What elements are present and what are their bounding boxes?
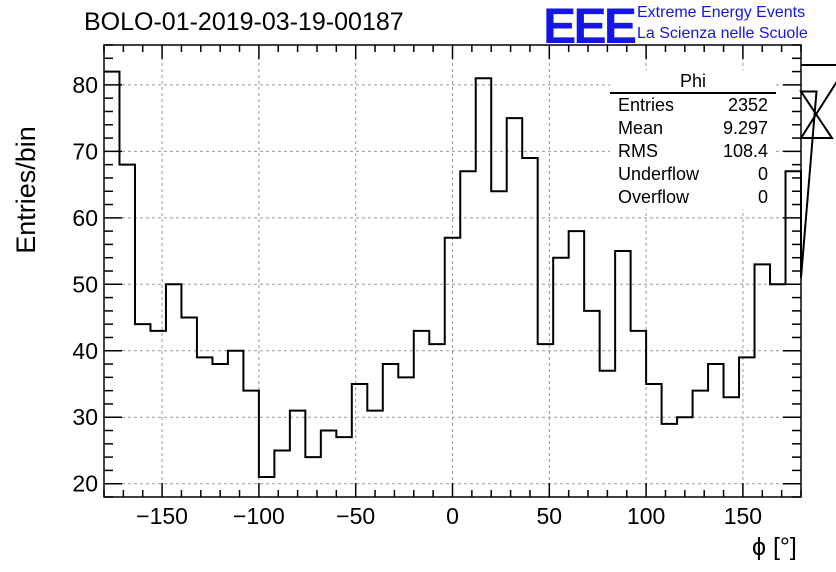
x-tick-label: 150 [724, 503, 762, 529]
histogram-bin [770, 284, 785, 497]
x-tick-label: −150 [136, 503, 188, 529]
histogram-bin [305, 457, 320, 497]
grid-lines [104, 45, 801, 497]
y-tick-label: 60 [72, 205, 98, 231]
logo-line-2: La Scienza nelle Scuole [637, 25, 808, 42]
stats-label: Underflow [618, 164, 700, 184]
x-tick-label: 0 [446, 503, 459, 529]
histogram-bin [553, 258, 568, 497]
stats-value: 2352 [727, 95, 768, 115]
stats-row-mean: Mean 9.297 [610, 117, 776, 140]
histogram-bin [491, 191, 506, 497]
histogram-bin [786, 171, 801, 497]
y-tick-label: 40 [72, 338, 98, 364]
histogram-bin [150, 331, 165, 497]
histogram-bins [104, 63, 836, 497]
y-axis-label: Entries/bin [11, 126, 41, 254]
logo-line-1: Extreme Energy Events [637, 4, 806, 21]
stats-label: RMS [618, 141, 658, 161]
histogram-bin [228, 351, 243, 497]
histogram-bin [429, 344, 444, 497]
y-tick-label: 30 [72, 404, 98, 430]
histogram-bin [739, 357, 754, 497]
stats-row-underflow: Underflow 0 [610, 163, 776, 186]
chart-title: BOLO-01-2019-03-19-00187 [84, 8, 404, 36]
x-tick-label: −100 [233, 503, 285, 529]
histogram-bin [135, 324, 150, 497]
y-tick-label: 20 [72, 471, 98, 497]
histogram-bin [414, 331, 429, 497]
x-tick-label: −50 [336, 503, 375, 529]
histogram-bin [197, 357, 212, 497]
histogram-bin [662, 424, 677, 497]
eee-logo: EEE [543, 0, 637, 54]
histogram-bin [398, 377, 413, 497]
stats-value: 108.4 [722, 141, 768, 161]
histogram-bin [631, 331, 646, 497]
histogram-bin [476, 78, 491, 497]
stats-row-entries: Entries 2352 [610, 94, 776, 117]
y-tick-label: 50 [72, 271, 98, 297]
histogram-bin [538, 344, 553, 497]
histogram-bin [383, 364, 398, 497]
stats-label: Entries [618, 95, 675, 115]
histogram-bin [259, 477, 274, 497]
histogram-bin [584, 311, 599, 497]
x-tick-label: 50 [537, 503, 563, 529]
stats-row-overflow: Overflow 0 [610, 186, 776, 209]
histogram-bin [181, 318, 196, 497]
histogram-bin [600, 371, 615, 497]
stats-value: 0 [757, 187, 768, 207]
histogram-bin [445, 238, 460, 497]
histogram-bin [166, 284, 181, 497]
histogram-bin [569, 231, 584, 497]
histogram-bin [724, 397, 739, 497]
x-axis-ticks: −150 −100 −50 0 50 100 150 [103, 45, 802, 529]
stats-title: Phi [610, 70, 776, 94]
histogram-bin [321, 431, 336, 497]
stats-value: 9.297 [722, 118, 768, 138]
histogram-bin [212, 364, 227, 497]
histogram-bin [367, 411, 382, 497]
histogram-bin [615, 251, 630, 497]
y-tick-label: 80 [72, 72, 98, 98]
x-tick-label: 100 [627, 503, 665, 529]
histogram-bin [352, 384, 367, 497]
histogram-bin [119, 165, 134, 497]
histogram-bin [290, 411, 305, 497]
histogram-bin [522, 158, 537, 497]
stats-row-rms: RMS 108.4 [610, 140, 776, 163]
histogram-bin [274, 450, 289, 497]
histogram-bin [243, 391, 258, 497]
histogram-bin [460, 171, 475, 497]
stats-label: Overflow [618, 187, 690, 207]
histogram-bin [693, 391, 708, 497]
histogram-bin [677, 417, 692, 497]
stats-label: Mean [618, 118, 664, 138]
stats-value: 0 [757, 164, 768, 184]
histogram-bin [646, 384, 661, 497]
histogram-bin [507, 118, 522, 497]
histogram-outline [104, 63, 836, 479]
histogram-bin [708, 364, 723, 497]
stats-box: Phi Entries 2352 Mean 9.297 RMS 108.4 Un… [610, 70, 776, 209]
y-axis-ticks: 20 30 40 50 60 70 80 [72, 44, 801, 498]
x-axis-label: ϕ [°] [752, 533, 797, 561]
y-tick-label: 70 [72, 138, 98, 164]
histogram-bin [755, 264, 770, 497]
histogram-bin [336, 437, 351, 497]
